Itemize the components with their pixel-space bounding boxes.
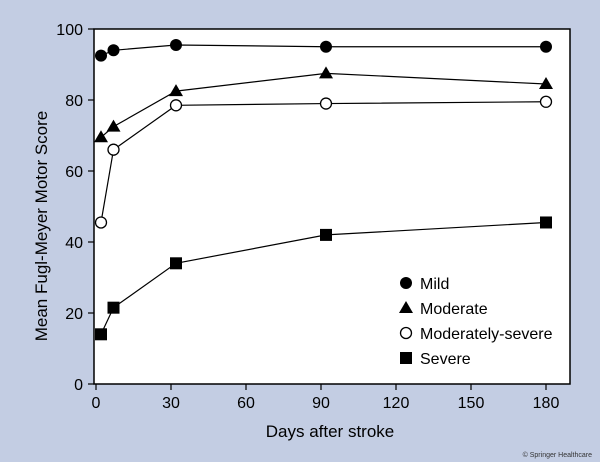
data-point-mild	[320, 40, 332, 53]
data-point-moderate	[106, 119, 121, 132]
data-point-severe	[320, 228, 332, 241]
x-tick-label: 150	[458, 395, 485, 412]
plot-border	[93, 28, 571, 385]
data-point-moderately-severe	[94, 216, 108, 229]
x-tick-label: 90	[312, 395, 330, 412]
data-point-moderately-severe	[169, 99, 183, 112]
series-markers	[94, 38, 553, 341]
axes	[88, 28, 571, 390]
legend-marker-moderately-severe	[399, 326, 413, 340]
legend-marker-moderate	[399, 301, 413, 313]
x-tick-label: 120	[383, 395, 410, 412]
data-point-mild	[107, 44, 120, 57]
legend-marker-severe	[400, 352, 412, 364]
y-tick-label: 100	[56, 22, 83, 39]
data-point-mild	[540, 40, 552, 53]
plot-area	[94, 29, 570, 384]
y-tick-label: 60	[65, 164, 83, 181]
data-point-moderate	[539, 77, 553, 90]
data-point-severe	[95, 328, 107, 341]
y-tick-label: 80	[65, 93, 83, 110]
legend-label-severe: Severe	[420, 351, 471, 368]
y-tick-label: 0	[74, 377, 83, 394]
x-tick-label: 0	[92, 395, 101, 412]
data-point-moderately-severe	[539, 95, 553, 108]
legend-label-moderate: Moderate	[420, 301, 488, 318]
x-tick-label: 180	[533, 395, 560, 412]
data-point-moderately-severe	[107, 143, 120, 156]
data-point-moderate	[169, 84, 183, 97]
data-point-mild	[95, 49, 107, 62]
data-point-moderate	[94, 130, 108, 143]
legend-label-mild: Mild	[420, 276, 449, 293]
x-tick-label: 30	[162, 395, 180, 412]
y-tick-label: 20	[65, 306, 83, 323]
legend-marker-mild	[400, 277, 412, 289]
credit-text: © Springer Healthcare	[522, 452, 592, 459]
legend-label-moderately-severe: Moderately-severe	[420, 326, 553, 343]
data-point-mild	[170, 38, 182, 51]
data-point-moderate	[319, 66, 333, 79]
x-tick-label: 60	[237, 395, 255, 412]
tick-labels: 0 30 60 90 120 150 180 0 20 40 60 80 100	[56, 22, 559, 412]
data-point-severe	[107, 301, 120, 314]
legend: Mild Moderate Moderately-severe Severe	[399, 276, 553, 368]
data-point-moderately-severe	[319, 97, 333, 110]
y-axis-label: Mean Fugl-Meyer Motor Score	[32, 111, 51, 342]
y-tick-label: 40	[65, 235, 83, 252]
x-axis-label: Days after stroke	[266, 422, 395, 441]
data-point-severe	[540, 216, 552, 229]
data-point-severe	[170, 257, 182, 270]
